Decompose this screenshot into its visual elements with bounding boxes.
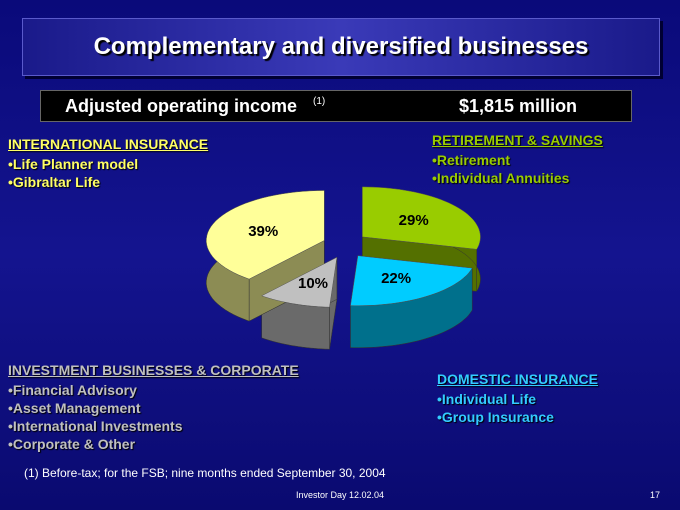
group-item: •Group Insurance bbox=[437, 409, 554, 425]
income-note: (1) bbox=[313, 96, 326, 107]
value-label: 39% bbox=[248, 223, 278, 240]
pie-slice bbox=[206, 190, 325, 280]
group-item: •Retirement bbox=[432, 152, 511, 168]
group-heading: RETIREMENT & SAVINGS bbox=[432, 132, 603, 148]
slide-title: Complementary and diversified businesses bbox=[22, 18, 660, 76]
value-label: 29% bbox=[399, 212, 429, 229]
group-item: •Individual Annuities bbox=[432, 170, 570, 186]
group-item: •Asset Management bbox=[8, 400, 141, 416]
group-item: •Individual Life bbox=[437, 391, 537, 407]
value-label: 10% bbox=[298, 275, 328, 292]
pie-slice bbox=[362, 186, 481, 250]
value-label: 22% bbox=[381, 270, 411, 287]
group-item: •International Investments bbox=[8, 418, 183, 434]
group-item: •Corporate & Other bbox=[8, 436, 136, 452]
group-heading: INVESTMENT BUSINESSES & CORPORATE bbox=[8, 362, 299, 378]
group-heading: INTERNATIONAL INSURANCE bbox=[8, 136, 209, 152]
group-heading: DOMESTIC INSURANCE bbox=[437, 371, 599, 387]
pie-slice bbox=[261, 256, 338, 308]
group-item: •Life Planner model bbox=[8, 156, 139, 172]
page-number: 17 bbox=[650, 490, 661, 500]
footnote: (1) Before-tax; for the FSB; nine months… bbox=[24, 466, 386, 480]
income-label: Adjusted operating income bbox=[65, 96, 298, 116]
pie-slice bbox=[350, 255, 473, 306]
footer: Investor Day 12.02.04 bbox=[295, 490, 385, 500]
income-amount: $1,815 million bbox=[459, 96, 578, 116]
group-item: •Financial Advisory bbox=[8, 382, 137, 398]
group-item: •Gibraltar Life bbox=[8, 174, 101, 190]
income-bar: Adjusted operating income (1) $1,815 mil… bbox=[40, 90, 632, 122]
